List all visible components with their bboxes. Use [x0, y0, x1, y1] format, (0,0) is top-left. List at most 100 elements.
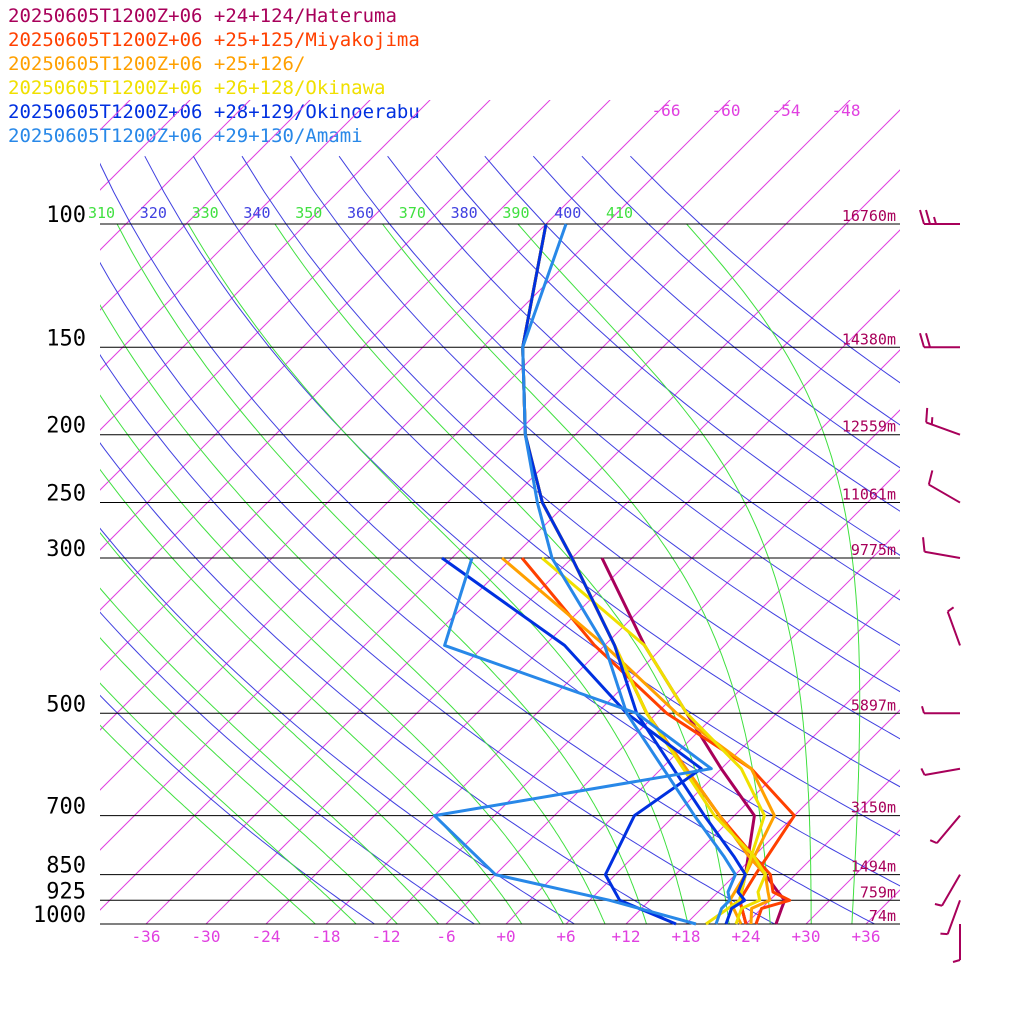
isotherm-line — [100, 100, 251, 251]
height-label: 1494m — [851, 858, 896, 876]
isobar-lines — [100, 223, 900, 925]
dewpoint-profile-1 — [520, 557, 796, 925]
theta-label: 370 — [399, 204, 426, 222]
height-label: 759m — [860, 883, 896, 901]
pressure-label: 925 — [46, 879, 86, 904]
isotherm-line — [100, 100, 731, 731]
dry-adiabat-line — [630, 155, 900, 384]
wind-barb-half-flag — [947, 606, 955, 613]
wind-barb-staff — [936, 814, 961, 844]
wind-barb-flag — [919, 332, 925, 348]
x-tick-label: +30 — [792, 927, 821, 946]
isotherm-line — [565, 589, 900, 924]
dry-adiabat-line — [484, 155, 900, 512]
isotherm-line — [685, 709, 900, 924]
isotherm-line — [145, 169, 900, 924]
x-tick-label: -18 — [312, 927, 341, 946]
isotherm-label: -48 — [832, 101, 861, 120]
pressure-label: 700 — [46, 795, 86, 820]
wind-barb — [925, 407, 961, 436]
moist-adiabat-line — [100, 468, 523, 924]
moist-adiabat-line — [100, 724, 317, 924]
wind-barb-staff — [928, 483, 961, 504]
x-tick-label: +18 — [672, 927, 701, 946]
isotherm-line — [805, 829, 900, 924]
wind-barb-flag — [925, 332, 931, 348]
dry-adiabat-line — [241, 155, 900, 740]
height-label: 12559m — [842, 418, 896, 436]
pressure-label: 150 — [46, 326, 86, 351]
dry-adiabat-line — [100, 442, 676, 924]
pressure-label: 1000 — [33, 903, 86, 928]
pressure-label: 200 — [46, 414, 86, 439]
sounding-profiles — [432, 223, 796, 926]
height-label: 16760m — [842, 207, 896, 225]
moist-adiabat-line — [382, 223, 771, 924]
wind-barb-flag — [922, 537, 926, 552]
dry-adiabat-lines — [100, 155, 900, 924]
height-label: 14380m — [842, 330, 896, 348]
wind-barb — [946, 606, 961, 646]
height-label: 74m — [869, 907, 896, 925]
x-tick-label: -24 — [252, 927, 281, 946]
wind-barb-half-flag — [921, 706, 925, 714]
isotherm-line — [745, 769, 900, 924]
theta-label: 400 — [554, 204, 581, 222]
dry-adiabat-line — [100, 261, 876, 924]
pressure-label: 300 — [46, 537, 86, 562]
isotherm-line — [100, 100, 611, 611]
height-label: 9775m — [851, 541, 896, 559]
dry-adiabat-line — [100, 694, 376, 924]
wind-barb — [952, 924, 961, 963]
isotherm-line — [100, 100, 191, 191]
x-tick-label: +6 — [556, 927, 575, 946]
isotherm-line — [205, 229, 900, 924]
isotherm-line — [911, 69, 1024, 939]
wind-barbs — [919, 209, 961, 963]
wind-barb-half-flag — [952, 959, 961, 963]
isotherm-line — [100, 100, 491, 491]
isotherm-line — [325, 349, 900, 924]
isotherm-line — [100, 100, 551, 551]
isotherm-line — [100, 100, 851, 851]
isotherm-line — [100, 100, 791, 791]
wind-barb — [929, 814, 961, 845]
wind-barb — [920, 767, 961, 776]
dry-adiabat-line — [100, 527, 576, 924]
wind-barb — [940, 899, 961, 936]
dry-adiabat-line — [290, 155, 900, 693]
theta-label: 360 — [347, 204, 374, 222]
legend-entry-hateruma: 20250605T1200Z+06 +24+124/Hateruma — [8, 5, 397, 27]
wind-barb-staff — [946, 611, 961, 646]
legend-entry-okinoerabu: 20250605T1200Z+06 +28+129/Okinoerabu — [8, 101, 420, 123]
theta-label: 390 — [502, 204, 529, 222]
theta-label: 320 — [140, 204, 167, 222]
moist-adiabat-line — [100, 532, 481, 924]
theta-label: 330 — [192, 204, 219, 222]
dry-adiabat-line — [435, 155, 900, 556]
moist-adiabat-line — [274, 223, 730, 924]
isotherm-label: -66 — [652, 101, 681, 120]
wind-barb-half-flag — [920, 767, 926, 776]
moist-adiabat-line — [100, 394, 564, 924]
wind-barb-flag — [925, 209, 931, 225]
height-label: 3150m — [851, 799, 896, 817]
wind-barb-half-flag — [934, 903, 943, 907]
wind-barb — [922, 537, 961, 559]
pressure-label: 500 — [46, 692, 86, 717]
x-tick-label: +0 — [496, 927, 515, 946]
dewpoint-profile-5 — [432, 557, 713, 926]
dry-adiabat-line — [100, 354, 776, 924]
dewpoint-profile-2 — [501, 556, 776, 925]
isotherm-label: -54 — [772, 101, 801, 120]
wind-barb-half-flag — [930, 417, 934, 425]
dewpoint-profile-4 — [441, 556, 703, 926]
legend-entry-okinawa: 20250605T1200Z+06 +26+128/Okinawa — [8, 77, 386, 99]
dry-adiabat-line — [387, 155, 900, 601]
wind-barb-flag — [927, 470, 934, 485]
isotherm-line — [625, 649, 900, 924]
wind-barb — [927, 470, 961, 504]
isotherm-lines — [100, 69, 1024, 939]
wind-barb-half-flag — [940, 932, 948, 936]
